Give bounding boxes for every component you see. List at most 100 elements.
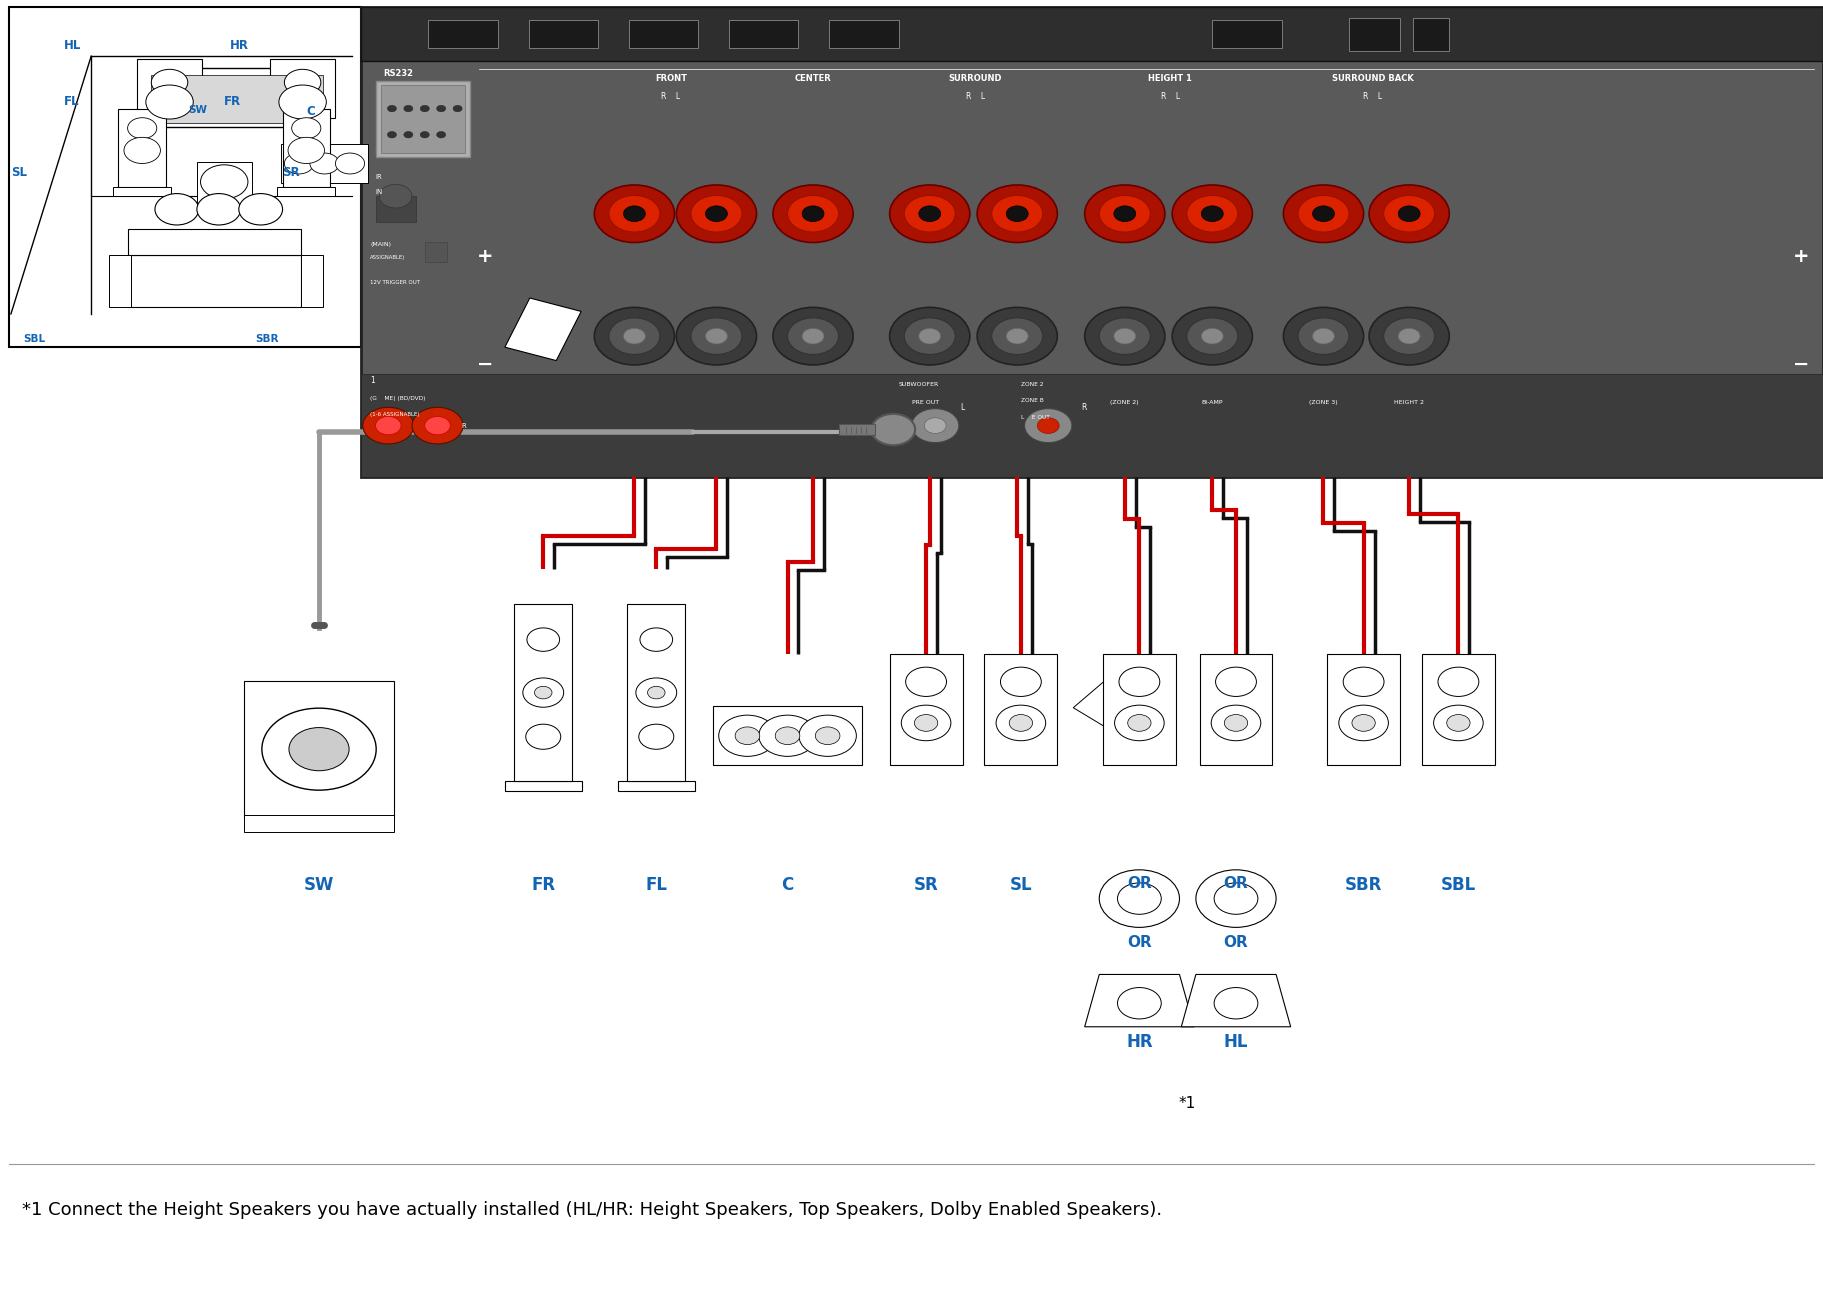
Text: L    E OUT: L E OUT	[1021, 415, 1050, 420]
Circle shape	[1313, 328, 1334, 344]
Circle shape	[419, 131, 430, 137]
Circle shape	[594, 184, 675, 242]
Circle shape	[1085, 184, 1165, 242]
Bar	[1200, 654, 1272, 765]
Circle shape	[1433, 705, 1484, 740]
Circle shape	[871, 413, 915, 445]
Bar	[128, 229, 301, 255]
Circle shape	[310, 153, 339, 174]
Circle shape	[1085, 307, 1165, 365]
Circle shape	[1172, 184, 1252, 242]
Text: −: −	[478, 354, 492, 374]
Circle shape	[288, 727, 350, 770]
Circle shape	[1201, 328, 1223, 344]
Circle shape	[609, 318, 660, 354]
Circle shape	[802, 205, 824, 221]
Circle shape	[1187, 195, 1238, 232]
Text: FRONT: FRONT	[654, 75, 687, 84]
Circle shape	[438, 105, 447, 111]
Text: SL: SL	[11, 166, 27, 179]
Circle shape	[924, 417, 946, 433]
Circle shape	[155, 194, 199, 225]
Bar	[529, 20, 598, 48]
Circle shape	[1114, 328, 1136, 344]
Bar	[1327, 654, 1400, 765]
Circle shape	[419, 105, 430, 111]
Circle shape	[1438, 667, 1478, 696]
Text: ASSIGNABLE): ASSIGNABLE)	[370, 255, 405, 260]
Circle shape	[1353, 714, 1375, 731]
Circle shape	[201, 165, 248, 199]
Bar	[839, 424, 875, 434]
Bar	[629, 20, 698, 48]
Circle shape	[919, 205, 941, 221]
Text: HL: HL	[1223, 1033, 1249, 1052]
Text: OR: OR	[1127, 935, 1152, 950]
Circle shape	[376, 416, 401, 434]
Circle shape	[1025, 408, 1072, 442]
Bar	[1422, 654, 1495, 765]
Text: SURROUND: SURROUND	[948, 75, 1003, 84]
Bar	[713, 706, 862, 765]
Circle shape	[335, 153, 365, 174]
Bar	[1413, 18, 1449, 51]
Circle shape	[1114, 705, 1165, 740]
Bar	[244, 680, 394, 818]
Circle shape	[788, 195, 839, 232]
Circle shape	[452, 105, 463, 111]
Text: HR: HR	[1127, 1033, 1152, 1052]
Circle shape	[992, 195, 1043, 232]
Text: CENTER: CENTER	[795, 75, 831, 84]
Bar	[197, 162, 252, 205]
Bar	[618, 781, 695, 791]
Circle shape	[995, 705, 1046, 740]
Circle shape	[1225, 714, 1247, 731]
Text: ZONE B: ZONE B	[1021, 398, 1043, 403]
Bar	[829, 20, 899, 48]
Circle shape	[1214, 883, 1258, 914]
Circle shape	[1187, 318, 1238, 354]
Circle shape	[1006, 328, 1028, 344]
Circle shape	[802, 328, 824, 344]
Circle shape	[1216, 667, 1256, 696]
Bar	[425, 242, 447, 262]
Circle shape	[405, 131, 414, 137]
Circle shape	[977, 184, 1057, 242]
Circle shape	[405, 105, 414, 111]
Bar	[301, 255, 323, 307]
Text: SBL: SBL	[24, 334, 46, 344]
Circle shape	[735, 727, 760, 744]
Circle shape	[1117, 883, 1161, 914]
Bar	[277, 187, 335, 196]
Circle shape	[1338, 705, 1389, 740]
Circle shape	[279, 85, 326, 119]
Text: R: R	[1081, 403, 1087, 412]
Bar	[890, 654, 963, 765]
Text: R    L: R L	[1364, 93, 1382, 102]
Circle shape	[292, 118, 321, 139]
Text: (1-6 ASSIGNABLE): (1-6 ASSIGNABLE)	[370, 412, 419, 417]
Circle shape	[523, 678, 563, 708]
Text: C: C	[306, 105, 315, 118]
Circle shape	[151, 69, 188, 95]
Bar	[361, 7, 1823, 61]
Bar	[137, 59, 202, 118]
Circle shape	[425, 416, 450, 434]
Bar	[109, 255, 131, 307]
Circle shape	[1210, 705, 1262, 740]
Text: IN: IN	[376, 188, 383, 195]
Text: C: C	[782, 876, 793, 895]
Bar	[244, 815, 394, 832]
Bar	[627, 604, 685, 781]
Circle shape	[623, 205, 645, 221]
Circle shape	[388, 105, 397, 111]
Circle shape	[527, 628, 560, 651]
Circle shape	[1128, 714, 1150, 731]
Text: *1: *1	[1178, 1096, 1196, 1110]
Circle shape	[815, 727, 840, 744]
Text: +: +	[476, 247, 494, 266]
Circle shape	[977, 307, 1057, 365]
Bar	[1349, 18, 1400, 51]
Circle shape	[798, 715, 857, 756]
Circle shape	[915, 714, 937, 731]
